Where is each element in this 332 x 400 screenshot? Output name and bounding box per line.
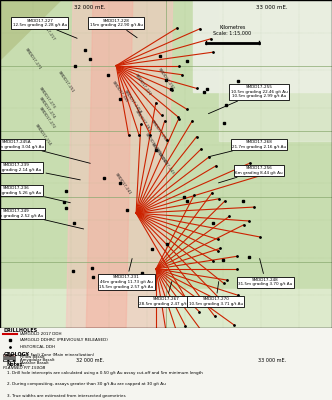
Text: SMDD17-228
15m grading 22.90 g/t Au: SMDD17-228 15m grading 22.90 g/t Au [90, 19, 143, 38]
Text: SMDD17-214: SMDD17-214 [34, 123, 52, 146]
Text: SMDD17-231
46m grading 11.73 g/t Au
15.5m grading 2.57 g/t Au: SMDD17-231 46m grading 11.73 g/t Au 15.5… [99, 258, 153, 289]
Text: SMDD17-268
21.7m grading 2.16 g/t Au: SMDD17-268 21.7m grading 2.16 g/t Au [208, 140, 286, 157]
Text: Main Fault Zone (Main mineralization): Main Fault Zone (Main mineralization) [20, 353, 94, 357]
Text: Pillow Basalt: Pillow Basalt [20, 356, 44, 360]
Text: SMDD17-271: SMDD17-271 [24, 47, 42, 71]
FancyBboxPatch shape [3, 359, 15, 361]
Bar [219, 0, 332, 141]
Text: SMDD17-261: SMDD17-261 [134, 110, 152, 133]
Text: SMDD17-240: SMDD17-240 [150, 142, 168, 166]
FancyBboxPatch shape [3, 354, 15, 356]
Text: PLANNED PIT 150OB: PLANNED PIT 150OB [3, 366, 46, 370]
Text: SMDD17-217: SMDD17-217 [38, 18, 55, 41]
Text: DRILLHOLES: DRILLHOLES [3, 328, 38, 333]
FancyBboxPatch shape [3, 362, 15, 363]
Text: SMDD17-255
10.5m grading 22.46 g/t Au
10.5m grading 2.99 g/t Au: SMDD17-255 10.5m grading 22.46 g/t Au 10… [208, 85, 287, 114]
Text: SMDD17-239
26m grading 2.14 g/t Au: SMDD17-239 26m grading 2.14 g/t Au [0, 163, 80, 180]
Text: SMDD17-245A
13.5m grading 3.04 g/t Au: SMDD17-245A 13.5m grading 3.04 g/t Au [0, 140, 90, 163]
Polygon shape [66, 0, 173, 328]
FancyBboxPatch shape [3, 357, 15, 358]
Text: SMDD17-249
29.5m grading 2.52 g/t Au: SMDD17-249 29.5m grading 2.52 g/t Au [0, 209, 84, 229]
Text: SMDD17-273: SMDD17-273 [38, 87, 55, 110]
Text: 33 000 mE.: 33 000 mE. [256, 5, 288, 10]
Polygon shape [0, 0, 60, 59]
Text: SMDD17-267
28.5m grading 2.47 g/t Au: SMDD17-267 28.5m grading 2.47 g/t Au [139, 282, 193, 306]
Text: SMDD17-236
12m grading 5.26 g/t Au: SMDD17-236 12m grading 5.26 g/t Au [0, 186, 70, 203]
Text: IAMGOLD DDHRC (PREVIOUSLY RELEASED): IAMGOLD DDHRC (PREVIOUSLY RELEASED) [20, 338, 108, 342]
Text: SMDD17-241: SMDD17-241 [114, 172, 132, 195]
Text: GEOLOGY: GEOLOGY [3, 352, 29, 357]
Text: SMDD17-265: SMDD17-265 [144, 133, 162, 156]
Text: 1. Drill hole intercepts are calculated using a 0.50 g/t Au assay cut-off and 5m: 1. Drill hole intercepts are calculated … [7, 371, 203, 375]
Text: 32 000 mE.: 32 000 mE. [74, 5, 106, 10]
Text: SMDD17-252: SMDD17-252 [150, 120, 168, 143]
Text: SMDD17-243: SMDD17-243 [157, 152, 175, 176]
Text: SMDD17-245B: SMDD17-245B [123, 89, 142, 114]
Text: Amygdalar Basalt: Amygdalar Basalt [20, 358, 54, 362]
Text: SMDD17-232: SMDD17-232 [157, 67, 175, 90]
Text: SMDD17-274: SMDD17-274 [38, 96, 55, 120]
Text: 3. True widths are estimated from intersected geometries: 3. True widths are estimated from inters… [7, 394, 125, 398]
Text: SMDD17-227
12.5m grading 2.28 g/t Au: SMDD17-227 12.5m grading 2.28 g/t Au [13, 19, 77, 38]
Text: HISTORICAL DDH: HISTORICAL DDH [20, 344, 55, 348]
Text: SMDD17-221: SMDD17-221 [134, 74, 152, 97]
Text: SMDD17-256
6m grading 8.44 g/t Au: SMDD17-256 6m grading 8.44 g/t Au [218, 166, 283, 183]
Text: 33 000 mE.: 33 000 mE. [258, 358, 286, 362]
Bar [193, 0, 332, 92]
Polygon shape [86, 0, 133, 328]
Text: Notes:: Notes: [7, 362, 25, 367]
Text: SMDD17-270
10.5m grading 3.71 g/t Au: SMDD17-270 10.5m grading 3.71 g/t Au [189, 282, 243, 306]
Text: 32 000 mE.: 32 000 mE. [76, 358, 104, 362]
Text: Massive Basalt: Massive Basalt [20, 360, 49, 364]
Text: SMDD17-248
31.5m grading 3.70 g/t Au: SMDD17-248 31.5m grading 3.70 g/t Au [238, 258, 293, 286]
Text: 2. During compositing, assays greater than 30 g/t Au are capped at 30 g/t Au: 2. During compositing, assays greater th… [7, 382, 165, 386]
Text: SMDD17-355: SMDD17-355 [111, 80, 128, 104]
Bar [0, 289, 332, 328]
Text: IAMGOLD 2017 DDH: IAMGOLD 2017 DDH [20, 332, 61, 336]
Text: Kilometres
Scale: 1:15,000: Kilometres Scale: 1:15,000 [213, 25, 251, 36]
Text: SMDD17-251: SMDD17-251 [57, 70, 75, 94]
Text: SMDD17-272: SMDD17-272 [38, 106, 55, 130]
